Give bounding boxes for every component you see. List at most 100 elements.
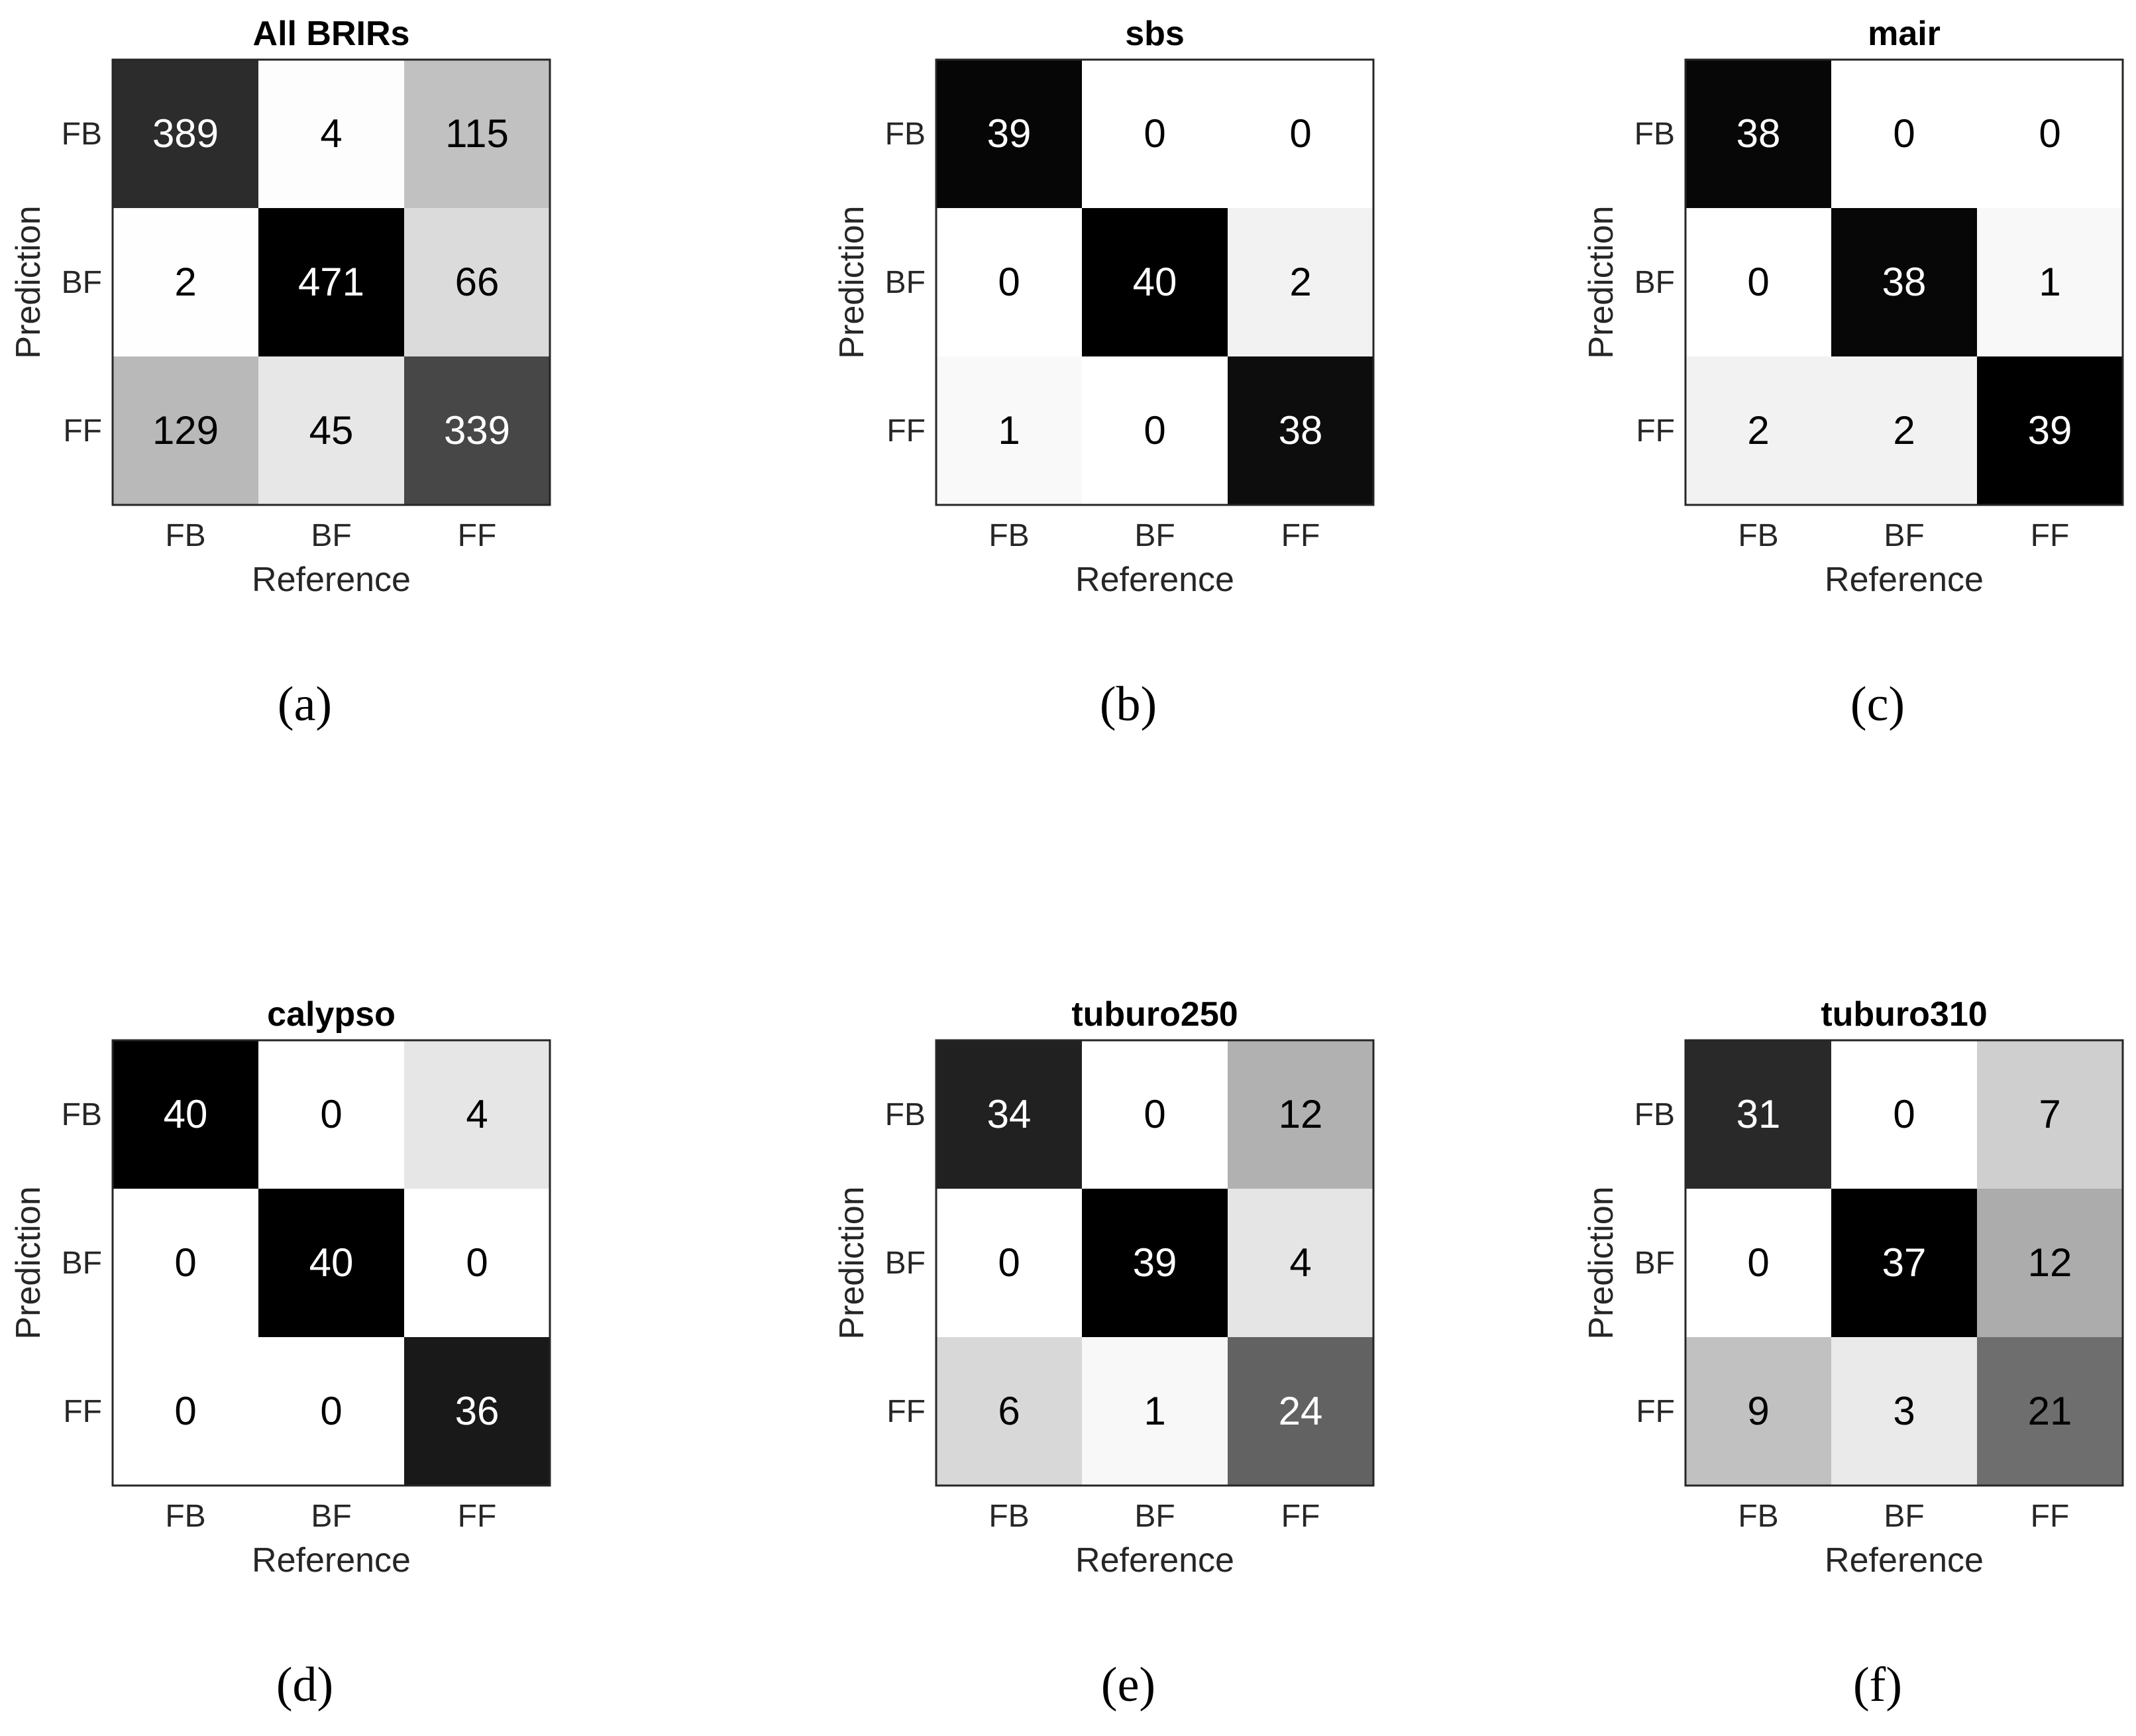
cell-value-label: 21 [2028,1389,2072,1433]
heatmap-cell [113,1040,258,1189]
heatmap-cell [404,1189,550,1337]
heatmap-cell [113,208,258,356]
x-tick-label: FF [458,518,497,553]
x-axis-label: Reference [252,1541,411,1580]
heatmap-cell [404,60,550,208]
heatmap-cell [936,60,1082,208]
cell-value-label: 0 [320,1092,342,1136]
chart-title: sbs [1125,15,1185,53]
cell-value-label: 40 [1133,260,1177,304]
cell-value-label: 39 [987,111,1032,156]
cell-value-label: 1 [2039,260,2060,304]
y-tick-label: BF [885,1246,926,1281]
cell-value-label: 40 [309,1240,354,1285]
heatmap-cell [1082,208,1228,356]
x-axis-label: Reference [1825,561,1984,599]
y-axis-label: Prediction [9,1186,48,1339]
subfigure-caption: (c) [1850,677,1905,732]
heatmap-cell [1685,60,1831,208]
x-tick-label: FF [458,1499,497,1534]
cell-value-label: 0 [320,1389,342,1433]
cell-value-label: 2 [1893,408,1915,453]
cell-value-label: 34 [987,1092,1032,1136]
heatmap-cell [1685,208,1831,356]
y-axis-label: Prediction [9,205,48,358]
plot-frame [935,1039,1375,1487]
heatmap-cell [1082,1040,1228,1189]
cell-value-label: 39 [2028,408,2072,453]
plot-frame [1684,58,2124,506]
heatmap-cell [113,1189,258,1337]
y-tick-label: BF [1634,265,1675,300]
heatmap-cell [1082,60,1228,208]
y-tick-label: FF [63,413,102,449]
cell-value-label: 3 [1893,1389,1915,1433]
heatmap-cell [1977,208,2123,356]
x-axis-label: Reference [1075,561,1234,599]
cell-value-label: 38 [1279,408,1323,453]
cell-value-label: 36 [455,1389,500,1433]
heatmap-cell [1831,208,1977,356]
cell-value-label: 4 [466,1092,488,1136]
heatmap-cell [1228,1337,1373,1486]
heatmap-cell [1977,1337,2123,1486]
y-axis-label: Prediction [833,1186,871,1339]
cell-value-label: 2 [174,260,196,304]
cell-value-label: 45 [309,408,354,453]
subfigure-caption: (b) [1100,677,1157,732]
cell-value-label: 115 [445,111,509,156]
heatmap-cell [1831,60,1977,208]
y-tick-label: FB [1634,1097,1675,1132]
cell-value-label: 39 [1133,1240,1177,1285]
chart-title: calypso [267,995,396,1034]
x-tick-label: FB [1738,1499,1778,1534]
cell-value-label: 0 [174,1240,196,1285]
cell-value-label: 0 [1893,111,1915,156]
confusion-matrix-panel-2: 38 0 0 0 38 1 2 2 39 mair FB BF FF FB BF FF Reference Pre… [1582,15,2124,732]
heatmap-cell [1831,1189,1977,1337]
heatmap-cell [1685,356,1831,505]
y-axis-label: Prediction [1582,205,1621,358]
heatmap-cell [936,1189,1082,1337]
x-tick-label: BF [311,518,351,553]
y-tick-label: BF [885,265,926,300]
cell-value-label: 4 [1289,1240,1311,1285]
x-tick-label: BF [1134,1499,1175,1534]
y-tick-label: FF [886,413,926,449]
heatmap-cell [404,356,550,505]
subfigure-caption: (d) [276,1658,333,1712]
cell-value-label: 1 [1144,1389,1165,1433]
heatmap-cell [404,208,550,356]
x-tick-label: FB [988,1499,1029,1534]
cell-value-label: 4 [320,111,342,156]
confusion-matrix-panel-0: 389 4 115 2 471 66 129 45 339 All BRIRs FB BF FF FB BF… [9,15,551,732]
subfigure-caption: (a) [278,677,332,732]
cell-value-label: 7 [2039,1092,2060,1136]
x-axis-label: Reference [1825,1541,1984,1580]
heatmap-cell [1831,1040,1977,1189]
heatmap-cell [1977,1040,2123,1189]
cell-value-label: 0 [1747,260,1769,304]
cell-value-label: 24 [1279,1389,1323,1433]
y-axis-label: Prediction [1582,1186,1621,1339]
heatmap-cell [258,60,404,208]
cell-value-label: 9 [1747,1389,1769,1433]
confusion-matrix-panel-5: 31 0 7 0 37 12 9 3 21 tuburo310 FB BF FF FB BF FF Refere… [1582,995,2124,1712]
heatmap-cell [1977,1189,2123,1337]
cell-value-label: 0 [2039,111,2060,156]
x-axis-label: Reference [1075,1541,1234,1580]
plot-frame [111,58,551,506]
cell-value-label: 40 [164,1092,208,1136]
heatmap-cell [1685,1040,1831,1189]
confusion-matrix-panel-4: 34 0 12 0 39 4 6 1 24 tuburo250 FB BF FF FB BF FF Refere… [833,995,1375,1712]
chart-title: tuburo310 [1821,995,1987,1034]
y-axis-label: Prediction [833,205,871,358]
heatmap-cell [936,356,1082,505]
chart-title: tuburo250 [1071,995,1238,1034]
y-tick-label: FF [1636,413,1675,449]
cell-value-label: 0 [1144,1092,1165,1136]
heatmap-cell [258,1189,404,1337]
cell-value-label: 12 [2028,1240,2072,1285]
